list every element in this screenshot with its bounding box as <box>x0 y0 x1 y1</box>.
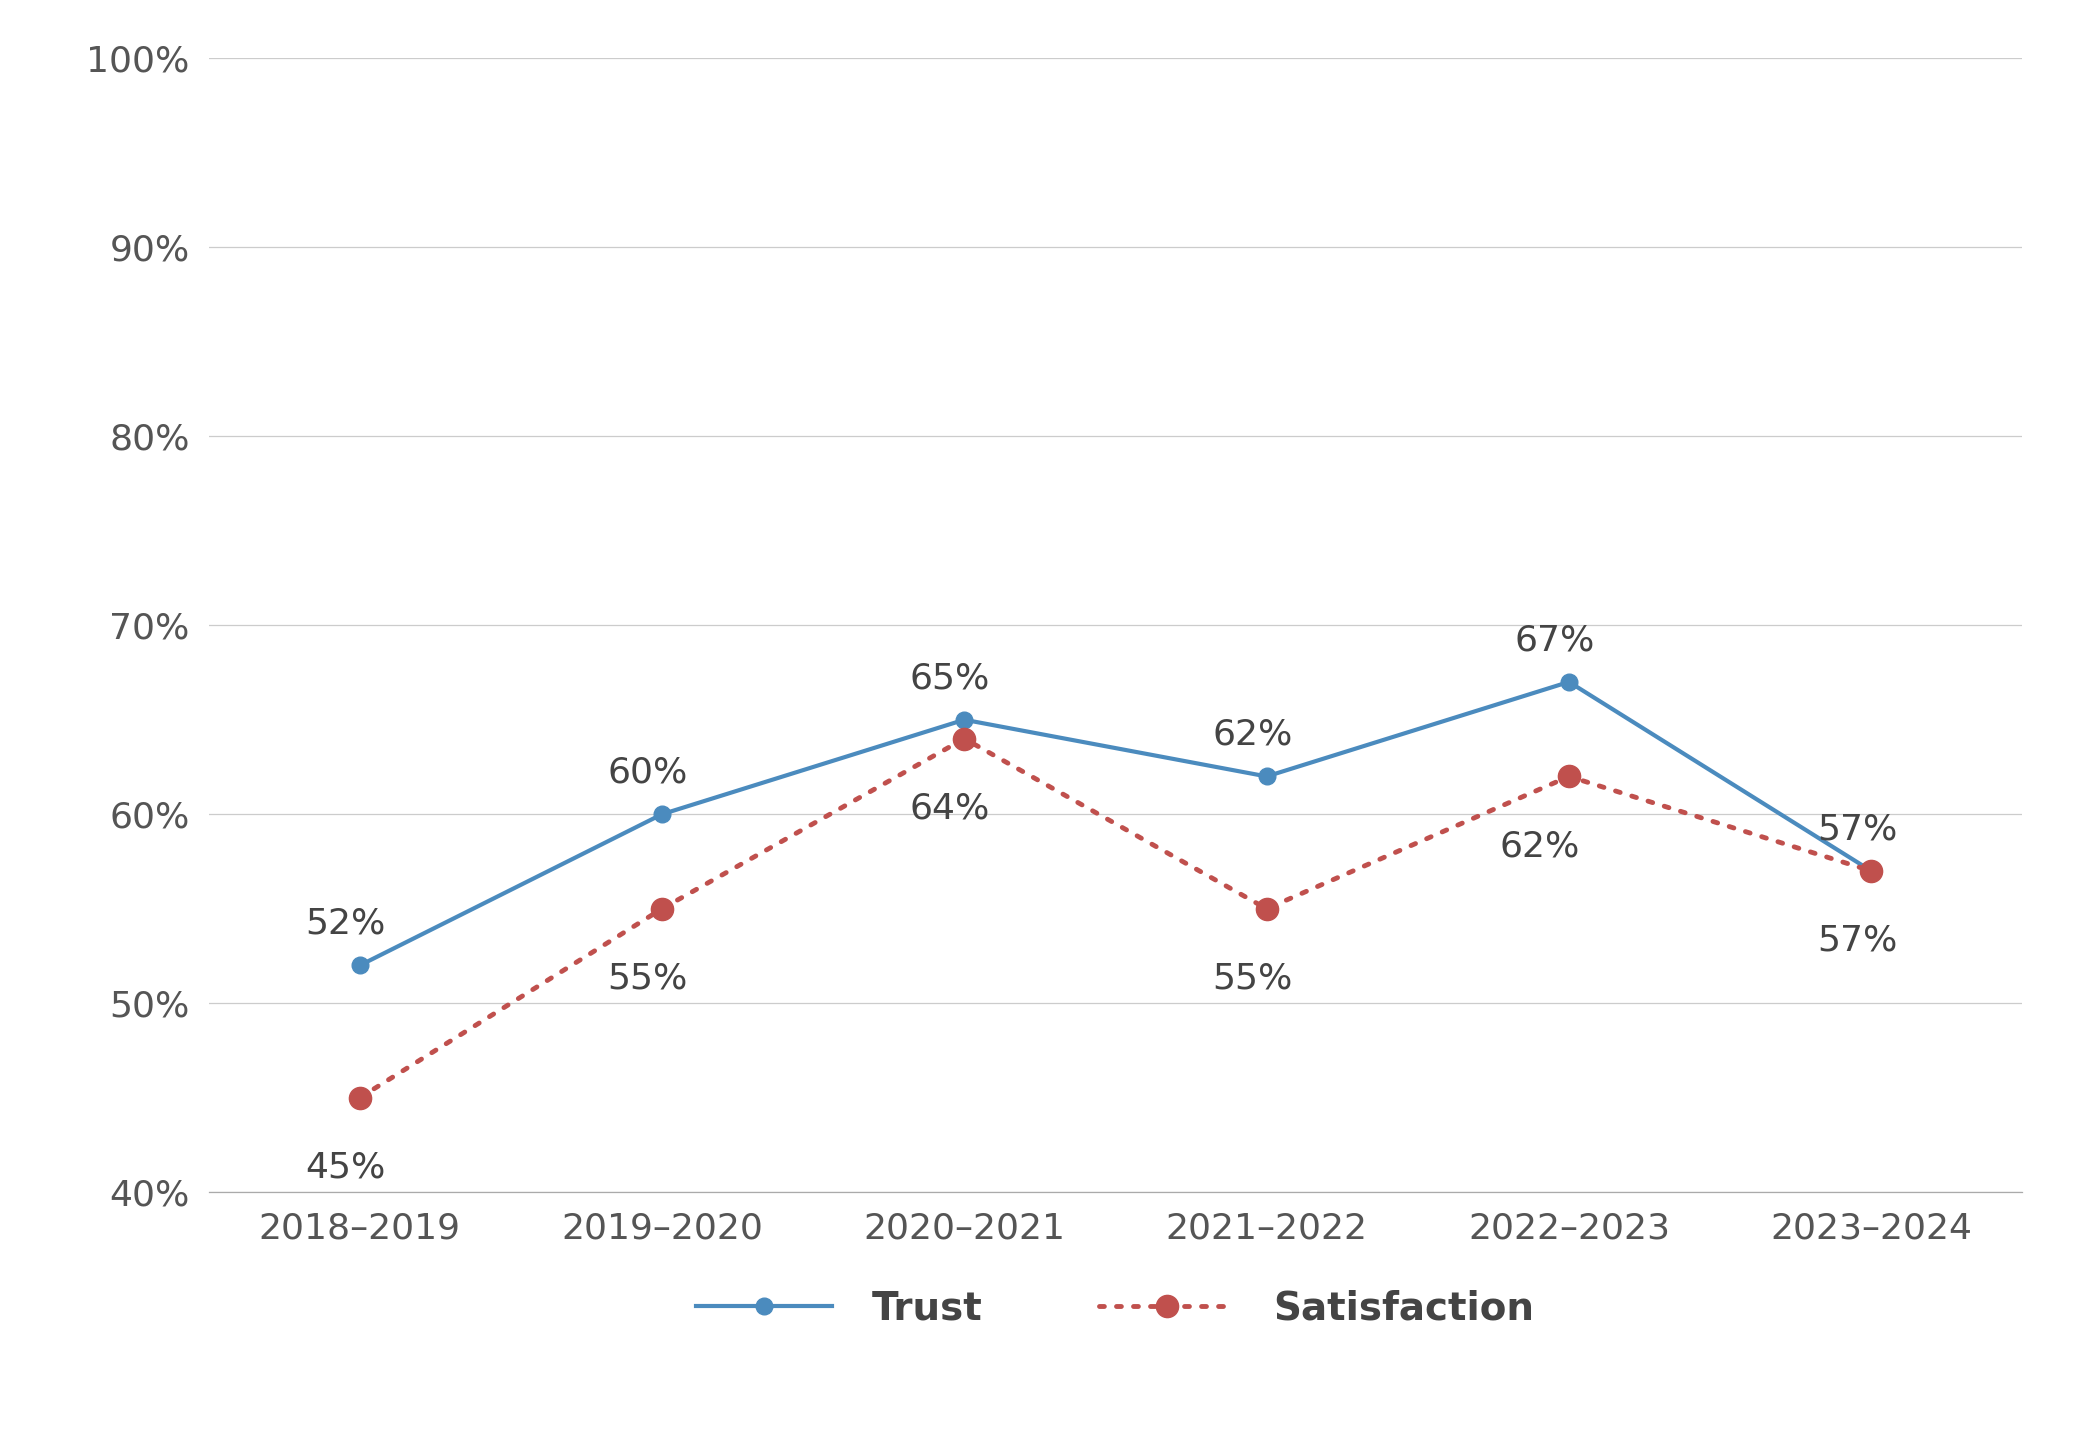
Line: Satisfaction: Satisfaction <box>348 727 1883 1109</box>
Satisfaction <box>346 1089 373 1106</box>
Trust <box>1253 768 1278 785</box>
Satisfaction <box>951 730 976 747</box>
Text: 57%: 57% <box>1816 923 1897 958</box>
Trust <box>951 711 976 728</box>
Satisfaction <box>1253 900 1278 917</box>
Text: 55%: 55% <box>1211 961 1293 996</box>
Text: 62%: 62% <box>1211 718 1293 752</box>
Text: 62%: 62% <box>1499 829 1580 864</box>
Text: 57%: 57% <box>1816 813 1897 846</box>
Trust <box>1555 673 1583 691</box>
Text: 45%: 45% <box>304 1150 386 1185</box>
Legend: Trust, Satisfaction: Trust, Satisfaction <box>680 1274 1551 1343</box>
Trust <box>1860 862 1885 880</box>
Trust <box>651 806 676 823</box>
Satisfaction <box>1555 768 1583 785</box>
Text: 65%: 65% <box>909 662 990 695</box>
Satisfaction <box>651 900 676 917</box>
Satisfaction <box>1860 862 1885 880</box>
Text: 67%: 67% <box>1514 624 1595 657</box>
Text: 55%: 55% <box>607 961 688 996</box>
Trust <box>346 957 373 974</box>
Text: 64%: 64% <box>909 791 990 826</box>
Line: Trust: Trust <box>352 673 1879 974</box>
Text: 60%: 60% <box>607 756 688 790</box>
Text: 52%: 52% <box>304 907 386 941</box>
